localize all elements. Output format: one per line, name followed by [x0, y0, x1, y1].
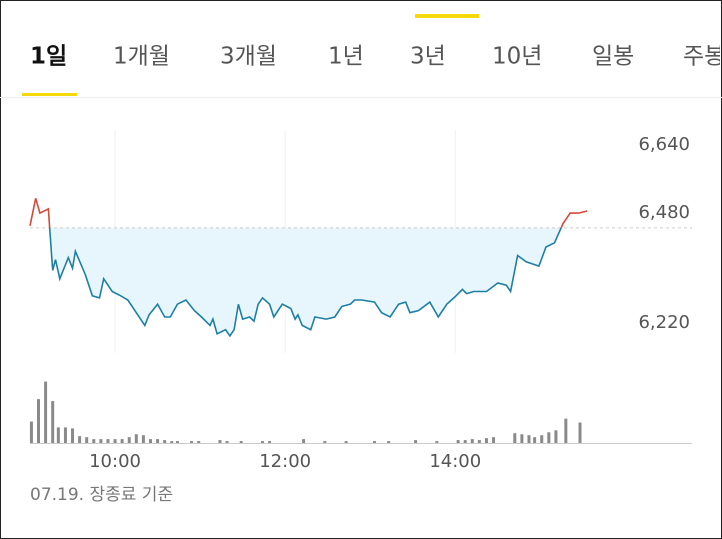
x-tick-label: 12:00	[259, 451, 311, 472]
y-tick-label: 6,640	[638, 134, 690, 155]
volume-bar	[92, 439, 96, 443]
volume-bar	[113, 439, 117, 443]
volume-bar	[148, 439, 152, 443]
volume-bar	[260, 441, 264, 443]
volume-bar	[484, 438, 488, 443]
volume-bar	[520, 434, 524, 443]
volume-bar	[51, 401, 55, 443]
volume-bar	[29, 421, 33, 443]
volume-bar	[456, 440, 460, 443]
volume-bar	[56, 427, 60, 443]
volume-bar	[435, 441, 439, 443]
tab[interactable]: 3개월	[220, 44, 277, 70]
x-tick-label: 10:00	[89, 451, 141, 472]
footnote: 07.19. 장종료 기준	[30, 485, 173, 505]
volume-bar	[414, 440, 418, 443]
tab-bar: 1일 1개월 3개월 1년 3년 10년 일봉 주봉	[30, 44, 722, 70]
volume-bar	[387, 441, 391, 443]
volume-bar	[134, 434, 138, 443]
tab[interactable]: 3년	[410, 44, 446, 70]
volume-bar	[190, 441, 194, 443]
volume-bar	[127, 437, 131, 443]
volume-bar	[477, 440, 481, 443]
volume-bar	[218, 440, 222, 443]
tab[interactable]: 주봉	[683, 44, 722, 70]
y-tick-label: 6,480	[638, 202, 690, 223]
tab[interactable]: 1일	[30, 44, 67, 70]
volume-bar	[492, 437, 496, 443]
tab-underline	[22, 93, 77, 96]
price-line-down	[48, 227, 562, 338]
volume-bar	[78, 436, 82, 443]
volume-bar	[37, 399, 41, 443]
volume-bar	[302, 439, 306, 443]
volume-bar	[175, 441, 179, 443]
volume-bar	[527, 435, 531, 443]
volume-bar	[547, 432, 551, 443]
volume-bar	[120, 439, 124, 443]
volume-bar	[513, 433, 517, 443]
volume-bar	[71, 428, 75, 443]
volume-bar	[197, 441, 201, 443]
volume-bar	[268, 441, 272, 443]
volume-bar	[106, 439, 110, 443]
volume-bar	[323, 441, 327, 443]
volume-bar	[156, 439, 160, 443]
volume-bar	[540, 435, 544, 443]
volume-bar	[63, 427, 67, 443]
volume-bar	[564, 418, 568, 443]
volume-bar	[470, 439, 474, 443]
volume-bar	[99, 439, 103, 443]
x-tick-label: 14:00	[429, 451, 481, 472]
volume-bar	[141, 435, 145, 443]
tab[interactable]: 1개월	[113, 44, 170, 70]
tab[interactable]: 10년	[492, 44, 542, 70]
y-tick-label: 6,220	[638, 312, 690, 333]
volume-bar	[344, 441, 348, 443]
area	[49, 227, 562, 336]
volume-bar	[163, 440, 167, 443]
tab[interactable]: 1년	[328, 44, 364, 70]
volume-bar	[239, 441, 243, 443]
chart: 10:00 12:00 14:00 6,640 6,480 6,220	[29, 130, 692, 472]
volume-bar	[85, 437, 89, 443]
volume-bar	[463, 440, 467, 443]
tab[interactable]: 일봉	[592, 44, 634, 70]
volume-bar	[533, 437, 537, 443]
volume-bar	[44, 381, 48, 443]
volume-bar	[578, 422, 582, 443]
volume-bar	[554, 430, 558, 443]
volume-bar	[170, 441, 174, 443]
indicator	[415, 14, 479, 18]
volume-bar	[372, 441, 376, 443]
volume-bar	[225, 441, 229, 443]
